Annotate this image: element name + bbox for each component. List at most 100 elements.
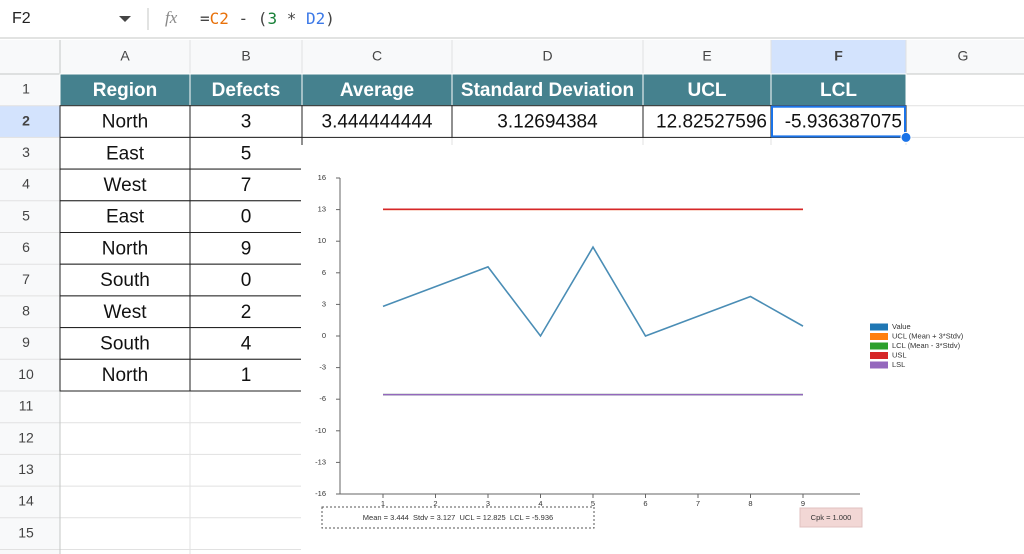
cell-text: 0 bbox=[241, 207, 252, 228]
cell[interactable] bbox=[59, 295, 191, 329]
cell[interactable] bbox=[59, 200, 191, 234]
formula-token: * bbox=[277, 9, 306, 28]
header-text: LCL bbox=[820, 80, 857, 101]
formula-token: ) bbox=[325, 9, 335, 28]
x-tick-label: 2 bbox=[433, 499, 437, 508]
x-tick-label: 6 bbox=[643, 499, 647, 508]
cpk-annotation: Cpk = 1.000 bbox=[811, 513, 852, 522]
legend-label: LCL (Mean - 3*Stdv) bbox=[892, 341, 961, 350]
row-header[interactable]: 14 bbox=[18, 493, 34, 509]
cell-text: 12.82527596 bbox=[656, 112, 767, 133]
cell[interactable] bbox=[59, 136, 191, 170]
header-cell bbox=[59, 73, 191, 107]
cell[interactable] bbox=[642, 105, 772, 138]
legend-label: Value bbox=[892, 322, 911, 331]
row-header[interactable]: 11 bbox=[19, 398, 34, 414]
formula-token: 3 bbox=[267, 9, 277, 28]
formula-token: = bbox=[200, 9, 210, 28]
legend-swatch bbox=[870, 352, 888, 359]
cell[interactable] bbox=[59, 105, 191, 138]
cell[interactable] bbox=[301, 105, 453, 138]
row-header[interactable]: 4 bbox=[22, 176, 30, 192]
chart-area bbox=[301, 145, 1024, 554]
y-tick-label: 3 bbox=[322, 299, 326, 308]
header-text: Defects bbox=[212, 80, 281, 101]
y-tick-label: -6 bbox=[319, 394, 326, 403]
column-header[interactable]: A bbox=[120, 48, 130, 64]
cpk-box bbox=[799, 507, 863, 528]
stats-box bbox=[321, 506, 595, 529]
row-header-selected bbox=[0, 105, 60, 138]
formula-token: C2 bbox=[210, 9, 229, 28]
header-text: Average bbox=[340, 80, 414, 101]
column-header-selected bbox=[771, 40, 906, 74]
row-header[interactable]: 5 bbox=[22, 207, 30, 223]
header-text: Region bbox=[93, 80, 157, 101]
fill-handle[interactable] bbox=[900, 131, 912, 143]
cell-text: North bbox=[102, 112, 148, 133]
row-header-bar bbox=[0, 74, 60, 554]
cell[interactable] bbox=[189, 358, 303, 392]
header-text: Standard Deviation bbox=[461, 80, 634, 101]
row-header[interactable]: 12 bbox=[18, 429, 34, 445]
row-header[interactable]: 2 bbox=[22, 112, 30, 128]
cell-text: South bbox=[100, 333, 150, 354]
x-tick-label: 1 bbox=[381, 499, 385, 508]
cell[interactable] bbox=[189, 105, 303, 138]
cell-text: 3.12694384 bbox=[497, 112, 598, 133]
y-tick-label: -16 bbox=[315, 489, 326, 498]
cell[interactable] bbox=[189, 168, 303, 202]
row-header[interactable]: 15 bbox=[18, 524, 34, 540]
column-header[interactable]: C bbox=[372, 48, 382, 64]
legend-swatch bbox=[870, 361, 888, 369]
formula-token: D2 bbox=[306, 9, 325, 28]
row-header[interactable]: 9 bbox=[22, 334, 30, 350]
cell-text: South bbox=[100, 270, 150, 291]
formula[interactable]: =C2 - (3 * D2) bbox=[200, 9, 335, 28]
cell-text: North bbox=[102, 238, 148, 259]
y-tick-label: 13 bbox=[318, 205, 326, 214]
row-header[interactable]: 6 bbox=[22, 239, 30, 255]
cell-text: 3.444444444 bbox=[322, 112, 433, 133]
column-header[interactable]: E bbox=[702, 48, 711, 64]
column-header[interactable]: D bbox=[542, 48, 552, 64]
name-box-dropdown[interactable] bbox=[119, 16, 131, 22]
cell-text: 4 bbox=[241, 333, 252, 354]
cell[interactable] bbox=[59, 263, 191, 297]
header-cell bbox=[770, 73, 907, 107]
y-tick-label: 6 bbox=[322, 268, 326, 277]
cell-text: 1 bbox=[241, 365, 252, 386]
cell[interactable] bbox=[59, 358, 191, 392]
x-tick-label: 3 bbox=[486, 499, 490, 508]
header-cell bbox=[451, 73, 644, 107]
header-cell bbox=[642, 73, 772, 107]
legend-swatch bbox=[870, 333, 888, 340]
row-header[interactable]: 3 bbox=[22, 144, 30, 160]
row-header[interactable]: 7 bbox=[22, 271, 30, 287]
x-tick-label: 5 bbox=[591, 499, 595, 508]
cell-text: North bbox=[102, 365, 148, 386]
name-box[interactable]: F2 bbox=[12, 10, 31, 27]
y-tick-label: -3 bbox=[319, 363, 326, 372]
row-header[interactable]: 1 bbox=[22, 81, 30, 97]
cell[interactable] bbox=[770, 105, 907, 138]
cell[interactable] bbox=[59, 168, 191, 202]
cell[interactable] bbox=[189, 200, 303, 234]
row-header[interactable]: 13 bbox=[18, 461, 34, 477]
formula-token: - ( bbox=[229, 9, 268, 28]
cell-text: 9 bbox=[241, 238, 252, 259]
column-header[interactable]: F bbox=[834, 48, 843, 64]
column-header[interactable]: G bbox=[958, 48, 969, 64]
cell-text: -5.936387075 bbox=[785, 112, 902, 133]
row-header[interactable]: 10 bbox=[18, 366, 34, 382]
cell[interactable] bbox=[451, 105, 644, 138]
legend-swatch bbox=[870, 323, 888, 331]
column-header[interactable]: B bbox=[241, 48, 250, 64]
row-header[interactable]: 8 bbox=[22, 302, 30, 318]
cell-text: East bbox=[106, 207, 145, 228]
cell-text: 2 bbox=[241, 302, 252, 323]
cell[interactable] bbox=[189, 136, 303, 170]
y-tick-label: 10 bbox=[318, 236, 326, 245]
header-cell bbox=[301, 73, 453, 107]
